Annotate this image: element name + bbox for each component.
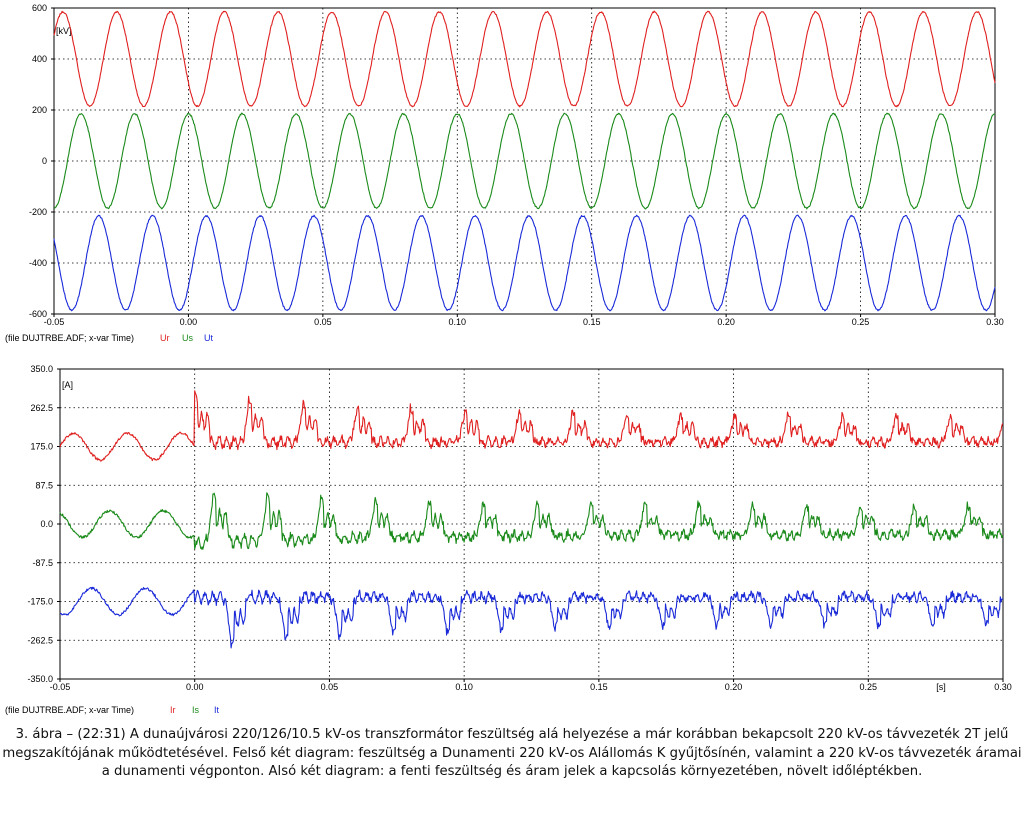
x-tick-label: 0.25 (860, 682, 878, 692)
x-tick-label: 0.00 (180, 317, 198, 327)
y-tick-label: 175.0 (30, 442, 53, 452)
y-tick-label: -600 (29, 309, 47, 319)
y-tick-label: 350.0 (30, 364, 53, 374)
legend-ur: Ur (160, 333, 170, 343)
x-tick-label: 0.10 (449, 317, 467, 327)
x-tick-label: 0.25 (852, 317, 870, 327)
legend-it: It (214, 705, 220, 715)
y-tick-label: -350.0 (27, 674, 53, 684)
y-tick-label: 600 (32, 3, 47, 13)
figure-caption: 3. ábra – (22:31) A dunaújvárosi 220/126… (2, 727, 1022, 779)
y-tick-label: 0.0 (40, 519, 53, 529)
x-tick-label: 0.00 (186, 682, 204, 692)
legend-is: Is (192, 705, 200, 715)
x-tick-label: 0.15 (583, 317, 601, 327)
y-tick-label: 262.5 (30, 403, 53, 413)
series-is-line (59, 492, 1004, 550)
y-tick-label: 200 (32, 105, 47, 115)
x-tick-label: -0.05 (50, 682, 71, 692)
series-it-line (59, 586, 1004, 649)
chart-1: 600 400 200 0 -200 -400 -600 [kV] -0.05 0.00 0.05 0… (5, 3, 1004, 343)
series-ut-line (53, 214, 996, 312)
x-tick-label: -0.05 (44, 317, 65, 327)
x-tick-label: 0.30 (986, 317, 1004, 327)
y-unit-label: [A] (62, 380, 73, 390)
series-ir-line (59, 390, 1004, 462)
y-tick-label: -200 (29, 207, 47, 217)
legend-us: Us (182, 333, 193, 343)
x-tick-label: 0.05 (314, 317, 332, 327)
y-tick-label: -87.5 (32, 558, 53, 568)
y-tick-label: 87.5 (35, 480, 53, 490)
y-tick-label: -262.5 (27, 635, 53, 645)
x-tick-label: 0.10 (455, 682, 473, 692)
series-ur-line (53, 10, 996, 108)
file-label: (file DUJTRBE.ADF; x-var Time) (5, 333, 134, 343)
x-unit-label: [s] (936, 682, 946, 692)
y-tick-label: 400 (32, 54, 47, 64)
chart-2: 350.0 262.5 175.0 87.5 0.0 -87.5 -175.0 -262.5 -… (5, 364, 1012, 715)
series-us-line (53, 112, 996, 210)
y-tick-label: -175.0 (27, 597, 53, 607)
y-unit-label: [kV] (56, 26, 72, 36)
legend-ut: Ut (204, 333, 213, 343)
file-label: (file DUJTRBE.ADF; x-var Time) (5, 705, 134, 715)
x-tick-label: 0.20 (717, 317, 735, 327)
y-tick-label: -400 (29, 258, 47, 268)
x-tick-label: 0.15 (590, 682, 608, 692)
x-tick-label: 0.05 (321, 682, 339, 692)
x-tick-label: 0.20 (725, 682, 743, 692)
x-tick-label: 0.30 (994, 682, 1012, 692)
y-tick-label: 0 (42, 156, 47, 166)
legend-ir: Ir (170, 705, 176, 715)
